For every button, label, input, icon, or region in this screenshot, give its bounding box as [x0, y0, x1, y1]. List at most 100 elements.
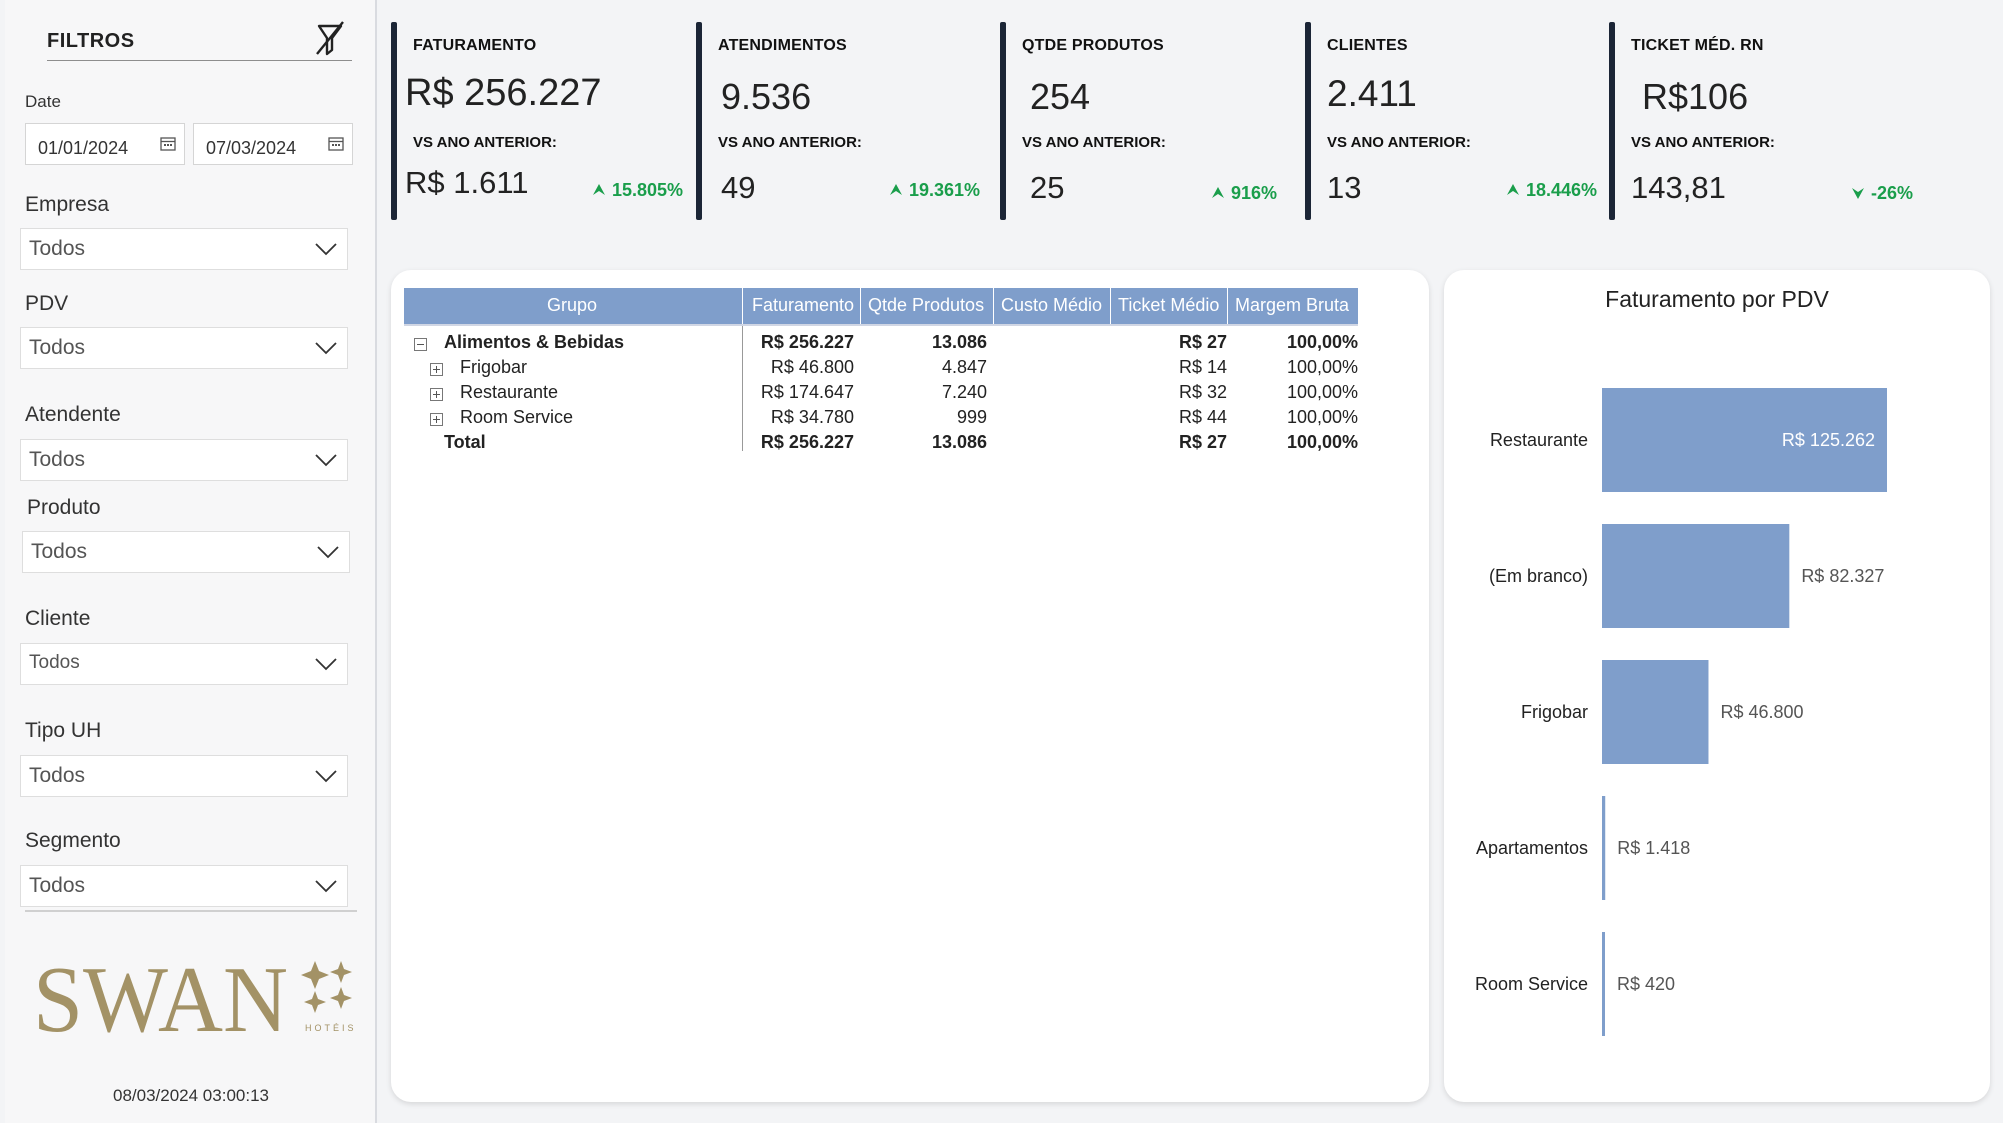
expand-icon[interactable] [430, 359, 443, 380]
filter-dropdown-tipo-uh[interactable]: Todos [20, 755, 348, 797]
table-row: Restaurante R$ 174.647 7.240 R$ 32 100,0… [404, 380, 1358, 405]
header-separator [993, 288, 994, 324]
kpi-value: 9.536 [721, 76, 812, 117]
category-label-room-service: Room Service [1475, 974, 1588, 994]
kpi-previous-value: R$ 1.611 [405, 165, 529, 200]
kpi-value: 2.411 [1327, 73, 1417, 114]
date-end-value: 07/03/2024 [206, 138, 297, 158]
filter-dropdown-pdv[interactable]: Todos [20, 327, 348, 369]
header-separator [860, 288, 861, 324]
matrix-panel: Grupo Faturamento Qtde Produtos Custo Mé… [391, 270, 1429, 1102]
kpi-change-value: 19.361% [909, 180, 981, 200]
matrix-header-row: Grupo Faturamento Qtde Produtos Custo Mé… [404, 288, 1358, 324]
data-label-em-branco: R$ 82.327 [1801, 566, 1884, 586]
calendar-icon[interactable] [328, 136, 344, 151]
filter-value-tipo-uh: Todos [29, 764, 86, 787]
arrow-up-icon [1507, 184, 1519, 195]
date-start-input[interactable]: 01/01/2024 [25, 123, 185, 165]
table-row-total: Total R$ 256.227 13.086 R$ 27 100,00% [404, 430, 1358, 455]
cell-ticket-medio: R$ 44 [1178, 407, 1227, 427]
row-label: Frigobar [460, 357, 528, 377]
kpi-card-faturamento: FATURAMENTO R$ 256.227 VS ANO ANTERIOR: … [391, 22, 691, 220]
kpi-card-clientes: CLIENTES 2.411 VS ANO ANTERIOR: 13 18.44… [1305, 22, 1605, 220]
cell-margem-bruta: 100,00% [1286, 382, 1358, 402]
cell-faturamento: R$ 174.647 [760, 382, 854, 402]
matrix-header-custo-medio[interactable]: Custo Médio [1001, 295, 1103, 315]
logo-subtitle: HOTÉIS [305, 1023, 357, 1033]
matrix-header-faturamento[interactable]: Faturamento [752, 295, 855, 315]
cell-qtde-produtos: 13.086 [931, 332, 987, 352]
header-separator [1110, 288, 1111, 324]
kpi-previous-value: 13 [1327, 170, 1362, 205]
sidebar-divider [25, 910, 357, 912]
kpi-accent-bar [391, 22, 397, 220]
filter-dropdown-segmento[interactable]: Todos [20, 865, 348, 907]
category-label-apartamentos: Apartamentos [1476, 838, 1588, 858]
cell-faturamento: R$ 256.227 [760, 432, 854, 452]
filters-sidebar: FILTROS Date 01/01/2024 07/03/2024 Empre… [5, 0, 377, 1123]
bar-restaurante[interactable] [1602, 388, 1887, 492]
cell-margem-bruta: 100,00% [1286, 332, 1358, 352]
data-label-room-service: R$ 420 [1617, 974, 1675, 994]
kpi-change: -26% [1851, 183, 1913, 204]
cell-margem-bruta: 100,00% [1286, 357, 1358, 377]
bar-em-branco[interactable] [1602, 524, 1790, 628]
filter-dropdown-cliente[interactable]: Todos [20, 643, 348, 685]
chevron-down-icon [315, 243, 337, 256]
filter-dropdown-produto[interactable]: Todos [22, 531, 350, 573]
cell-qtde-produtos: 4.847 [941, 357, 987, 377]
filter-dropdown-atendente[interactable]: Todos [20, 439, 348, 481]
kpi-change-value: 15.805% [612, 180, 684, 200]
kpi-accent-bar [1305, 22, 1311, 220]
cell-ticket-medio: R$ 27 [1178, 432, 1227, 452]
cell-margem-bruta: 100,00% [1286, 432, 1358, 452]
chevron-down-icon [315, 658, 337, 671]
last-updated-timestamp: 08/03/2024 03:00:13 [113, 1086, 269, 1105]
chart-title: Faturamento por PDV [1605, 286, 1829, 312]
kpi-change: 18.446% [1506, 180, 1597, 201]
filter-value-pdv: Todos [29, 336, 86, 359]
kpi-change-value: 916% [1231, 183, 1278, 203]
kpi-accent-bar [1609, 22, 1615, 220]
chart-panel: Faturamento por PDV Restaurante R$ 125.26… [1444, 270, 1990, 1102]
cell-ticket-medio: R$ 14 [1178, 357, 1227, 377]
data-label-frigobar: R$ 46.800 [1720, 702, 1803, 722]
cell-faturamento: R$ 46.800 [770, 357, 854, 377]
expand-icon[interactable] [430, 409, 443, 430]
table-row: Frigobar R$ 46.800 4.847 R$ 14 100,00% [404, 355, 1358, 380]
header-separator [742, 288, 743, 324]
matrix-header-grupo[interactable]: Grupo [547, 295, 598, 315]
cell-faturamento: R$ 34.780 [770, 407, 854, 427]
bar-apartamentos[interactable] [1602, 796, 1606, 900]
date-start-value: 01/01/2024 [38, 138, 129, 158]
chevron-down-icon [317, 546, 339, 559]
kpi-change: 19.361% [889, 180, 980, 201]
arrow-up-icon [1212, 187, 1224, 198]
expand-icon[interactable] [430, 384, 443, 405]
kpi-change: 916% [1211, 183, 1277, 204]
matrix-header-margem-bruta[interactable]: Margem Bruta [1235, 295, 1350, 315]
cell-ticket-medio: R$ 32 [1178, 382, 1227, 402]
row-label: Alimentos & Bebidas [444, 332, 625, 352]
cell-ticket-medio: R$ 27 [1178, 332, 1227, 352]
collapse-icon[interactable] [414, 334, 427, 355]
calendar-icon[interactable] [160, 136, 176, 151]
kpi-vs-label: VS ANO ANTERIOR: [1022, 134, 1166, 151]
clear-filters-icon[interactable] [313, 20, 347, 58]
table-row: Alimentos & Bebidas R$ 256.227 13.086 R$… [404, 330, 1358, 355]
filter-label-tipo-uh: Tipo UH [25, 719, 102, 742]
logo-wordmark: SWAN [33, 955, 288, 1035]
matrix-header-ticket-medio[interactable]: Ticket Médio [1118, 295, 1220, 315]
kpi-card-atendimentos: ATENDIMENTOS 9.536 VS ANO ANTERIOR: 49 1… [696, 22, 996, 220]
bar-room-service[interactable] [1602, 932, 1605, 1036]
filter-label-cliente: Cliente [25, 607, 91, 630]
kpi-title: FATURAMENTO [413, 37, 537, 54]
date-filter-label: Date [25, 92, 61, 111]
row-label: Room Service [460, 407, 574, 427]
filter-dropdown-empresa[interactable]: Todos [20, 228, 348, 270]
date-end-input[interactable]: 07/03/2024 [193, 123, 353, 165]
chevron-down-icon [315, 880, 337, 893]
bar-frigobar[interactable] [1602, 660, 1709, 764]
matrix-header-qtde-produtos[interactable]: Qtde Produtos [868, 295, 985, 315]
kpi-title: TICKET MÉD. RN [1631, 37, 1764, 54]
